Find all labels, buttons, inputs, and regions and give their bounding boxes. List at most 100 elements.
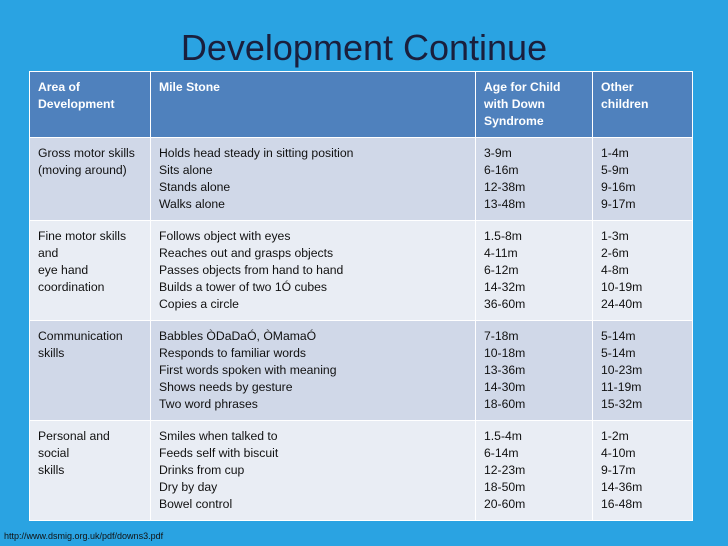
cell-line: 14-32m [484,280,526,294]
cell-line: 9-16m [601,180,636,194]
cell-line: 1.5-8m [484,229,522,243]
cell-line: Bowel control [159,497,233,511]
cell-line: 10-23m [601,363,643,377]
cell-line: Stands alone [159,180,231,194]
cell-line: 20-60m [484,497,526,511]
cell-line: Sits alone [159,163,213,177]
cell-line: Holds head steady in sitting position [159,146,354,160]
cell-line: Personal and [38,429,110,443]
cell-line: Feeds self with biscuit [159,446,279,460]
header-cell: Age for Child with Down Syndrome [475,71,593,138]
cell-line: Drinks from cup [159,463,245,477]
table-row: Gross motor skills (moving around) Holds h… [29,137,693,221]
cell-line: 24-40m [601,297,643,311]
cell-line: 1-3m [601,229,629,243]
cell-line: 4-8m [601,263,629,277]
cell-line: Babbles ÒDaDaÓ, ÒMamaÓ [159,329,317,343]
table-cell: 1-2m 4-10m 9-17m 14-36m 16-48m [592,420,693,521]
slide-title: Development Continue [180,27,548,68]
cell-line: Dry by day [159,480,218,494]
cell-line: Area of [38,80,80,94]
cell-line: 4-11m [484,246,518,260]
cell-line: 18-60m [484,397,526,411]
cell-line: 16-48m [601,497,643,511]
cell-line: Development [38,97,115,111]
cell-line: with Down [484,97,545,111]
cell-line: Communication [38,329,123,343]
cell-line: Gross motor skills [38,146,135,160]
cell-line: 1-4m [601,146,629,160]
cell-line: 15-32m [601,397,643,411]
source-url: http://www.dsmig.org.uk/pdf/downs3.pdf [4,531,164,541]
cell-line: 10-18m [484,346,526,360]
header-cell: Other children [592,71,693,138]
table-cell: Personal and social skills [29,420,151,521]
cell-line: 5-14m [601,329,636,343]
cell-line: 14-36m [601,480,643,494]
table-cell: 1.5-8m 4-11m 6-12m 14-32m 36-60m [475,220,593,321]
cell-line: children [601,97,649,111]
header-row: Area of Development Mile Stone Age for Chil… [29,71,693,138]
milestone-table: Area of Development Mile Stone Age for Chil… [29,71,693,521]
cell-line: skills [38,463,65,477]
table-cell: Gross motor skills (moving around) [29,137,151,221]
table-cell: Fine motor skills and eye hand coordination [29,220,151,321]
cell-line: 12-38m [484,180,526,194]
cell-line: 1.5-4m [484,429,522,443]
table-cell: 5-14m 5-14m 10-23m 11-19m 15-32m [592,320,693,421]
cell-line: Two word phrases [159,397,258,411]
cell-line: skills [38,346,65,360]
cell-line: 6-16m [484,163,519,177]
cell-line: Syndrome [484,114,544,128]
cell-line: 10-19m [601,280,643,294]
cell-line: 4-10m [601,446,636,460]
table-row: Fine motor skills and eye hand coordination… [29,220,693,321]
cell-line: Age for Child [484,80,561,94]
table-row: Personal and social skills Smiles when talk… [29,420,693,521]
cell-line: 3-9m [484,146,512,160]
cell-line: 7-18m [484,329,519,343]
cell-line: Responds to familiar words [159,346,306,360]
cell-line: 6-14m [484,446,519,460]
cell-line: 9-17m [601,197,636,211]
cell-line: 13-48m [484,197,526,211]
cell-line: 5-9m [601,163,629,177]
table-cell: Holds head steady in sitting position Sit… [150,137,476,221]
cell-line: Smiles when talked to [159,429,278,443]
cell-line: (moving around) [38,163,127,177]
cell-line: Shows needs by gesture [159,380,293,394]
cell-line: Reaches out and grasps objects [159,246,334,260]
table-row: Communication skills Babbles ÒDaDaÓ, ÒMama… [29,320,693,421]
table-cell: 1.5-4m 6-14m 12-23m 18-50m 20-60m [475,420,593,521]
table-cell: 3-9m 6-16m 12-38m 13-48m [475,137,593,221]
cell-line: coordination [38,280,105,294]
cell-line: 6-12m [484,263,519,277]
table-cell: Babbles ÒDaDaÓ, ÒMamaÓ Responds to famili… [150,320,476,421]
cell-line: 11-19m [601,380,642,394]
cell-line: 12-23m [484,463,526,477]
cell-line: 14-30m [484,380,526,394]
cell-line: Copies a circle [159,297,239,311]
header-cell: Area of Development [29,71,151,138]
cell-line: 18-50m [484,480,526,494]
cell-line: 13-36m [484,363,526,377]
cell-line: Follows object with eyes [159,229,291,243]
header-cell: Mile Stone [150,71,476,138]
table-cell: Smiles when talked to Feeds self with bis… [150,420,476,521]
cell-line: Other [601,80,634,94]
cell-line: 2-6m [601,246,629,260]
table-cell: Communication skills [29,320,151,421]
cell-line: 9-17m [601,463,636,477]
cell-line: Walks alone [159,197,225,211]
table-cell: Follows object with eyes Reaches out and … [150,220,476,321]
table-cell: 1-3m 2-6m 4-8m 10-19m 24-40m [592,220,693,321]
table-cell: 1-4m 5-9m 9-16m 9-17m [592,137,693,221]
cell-line: Passes objects from hand to hand [159,263,344,277]
cell-line: social [38,446,70,460]
cell-line: eye hand [38,263,89,277]
cell-line: and [38,246,59,260]
cell-line: 36-60m [484,297,526,311]
cell-line: 1-2m [601,429,629,443]
cell-line: First words spoken with meaning [159,363,337,377]
